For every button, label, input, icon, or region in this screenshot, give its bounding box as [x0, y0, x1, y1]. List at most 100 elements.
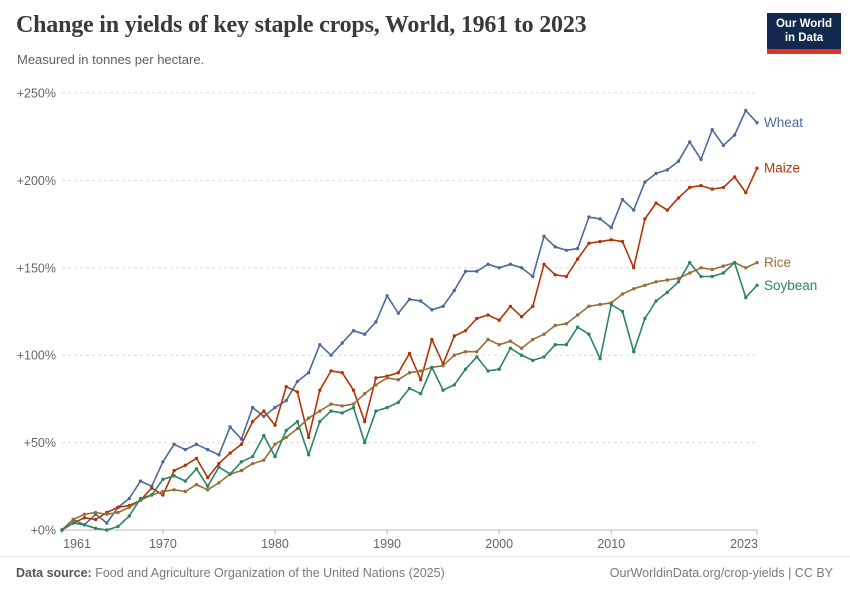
- series-point: [407, 297, 412, 301]
- series-point: [93, 526, 98, 530]
- series-point: [430, 308, 434, 312]
- series-point: [127, 496, 131, 501]
- series-point: [620, 292, 625, 296]
- series-point: [71, 517, 75, 522]
- series-point: [228, 451, 232, 455]
- series-point: [396, 311, 400, 315]
- series-point: [306, 453, 311, 457]
- series-rice[interactable]: Rice: [60, 255, 791, 532]
- series-point: [699, 157, 703, 162]
- series-point: [396, 400, 400, 405]
- series-point: [632, 350, 636, 354]
- series-point: [676, 196, 681, 200]
- series-point: [318, 409, 322, 413]
- owid-logo-line2: in Data: [784, 31, 824, 44]
- series-point: [329, 409, 333, 413]
- series-point: [419, 392, 423, 396]
- series-point: [262, 458, 266, 462]
- series-point: [463, 269, 468, 273]
- series-point: [643, 283, 647, 287]
- series-point: [430, 337, 434, 342]
- series-point: [183, 447, 187, 452]
- chart-subtitle: Measured in tonnes per hectare.: [17, 52, 205, 67]
- series-point: [374, 383, 378, 387]
- series-point: [340, 371, 344, 375]
- series-point: [138, 496, 143, 501]
- series-point: [206, 447, 210, 452]
- series-point: [284, 398, 288, 403]
- series-soybean[interactable]: Soybean: [60, 260, 817, 532]
- series-point: [82, 512, 87, 516]
- series-point: [385, 376, 389, 380]
- credit-link[interactable]: OurWorldinData.org/crop-yields | CC BY: [609, 566, 833, 580]
- series-point: [665, 278, 669, 282]
- series-point: [116, 524, 120, 529]
- series-point: [183, 463, 187, 467]
- series-label-wheat[interactable]: Wheat: [764, 115, 803, 130]
- series-point: [710, 187, 714, 191]
- series-point: [183, 479, 187, 483]
- series-point: [620, 309, 625, 314]
- series-point: [239, 468, 244, 473]
- series-point: [643, 217, 647, 221]
- series-point: [542, 234, 546, 238]
- series-point: [273, 442, 277, 446]
- series-point: [744, 108, 748, 113]
- series-point: [519, 353, 524, 357]
- series-point: [441, 304, 445, 308]
- series-point: [116, 510, 120, 515]
- series-label-soybean[interactable]: Soybean: [764, 278, 817, 293]
- series-point: [161, 477, 165, 481]
- series-label-rice[interactable]: Rice: [764, 255, 791, 270]
- series-point: [587, 332, 591, 336]
- series-wheat[interactable]: Wheat: [60, 108, 803, 532]
- series-point: [755, 260, 759, 265]
- series-point: [665, 208, 669, 212]
- series-point: [385, 405, 389, 410]
- series-point: [542, 262, 546, 266]
- series-point: [71, 521, 75, 525]
- series-point: [553, 323, 557, 328]
- series-point: [732, 260, 737, 265]
- series-point: [531, 358, 535, 363]
- series-point: [654, 299, 658, 303]
- series-point: [363, 392, 367, 396]
- series-point: [60, 528, 64, 532]
- series-point: [273, 423, 277, 427]
- series-point: [721, 271, 726, 275]
- series-point: [228, 472, 232, 476]
- footer-divider: [0, 556, 850, 557]
- series-point: [542, 332, 546, 336]
- series-point: [93, 517, 98, 522]
- series-point: [632, 208, 636, 212]
- series-point: [351, 402, 356, 406]
- series-point: [463, 350, 468, 354]
- series-point: [564, 274, 569, 279]
- series-point: [755, 283, 759, 287]
- series-point: [676, 159, 681, 163]
- series-point: [430, 365, 434, 370]
- series-point: [519, 266, 524, 270]
- x-tick-label: 1961: [63, 537, 91, 551]
- page-title: Change in yields of key staple crops, Wo…: [16, 12, 587, 38]
- series-point: [273, 405, 277, 410]
- series-point: [688, 271, 692, 275]
- series-point: [194, 467, 199, 471]
- series-label-maize[interactable]: Maize: [764, 161, 800, 176]
- series-point: [475, 316, 479, 321]
- series-point: [239, 437, 244, 441]
- series-point: [329, 402, 333, 406]
- series-point: [295, 426, 300, 431]
- owid-logo[interactable]: Our World in Data: [767, 13, 841, 54]
- series-point: [93, 510, 98, 515]
- y-tick-label: +100%: [17, 349, 56, 363]
- series-point: [531, 304, 535, 308]
- owid-logo-line1: Our World: [775, 18, 832, 30]
- series-point: [564, 343, 569, 347]
- data-source-label: Data source:: [16, 566, 92, 580]
- series-point: [587, 304, 591, 308]
- series-point: [699, 266, 703, 270]
- series-point: [587, 241, 591, 245]
- series-point: [340, 411, 344, 415]
